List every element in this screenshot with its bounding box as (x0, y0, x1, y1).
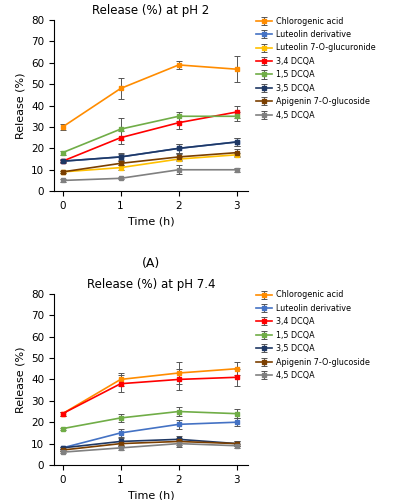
X-axis label: Time (h): Time (h) (128, 216, 174, 226)
Y-axis label: Release (%): Release (%) (15, 346, 25, 412)
X-axis label: Time (h): Time (h) (128, 490, 174, 500)
Title: Release (%) at pH 2: Release (%) at pH 2 (92, 4, 209, 18)
Title: Release (%) at pH 7.4: Release (%) at pH 7.4 (87, 278, 215, 291)
Y-axis label: Release (%): Release (%) (15, 72, 25, 139)
Legend: Chlorogenic acid, Luteolin derivative, Luteolin 7-O-glucuronide, 3,4 DCQA, 1,5 D: Chlorogenic acid, Luteolin derivative, L… (256, 16, 374, 120)
Legend: Chlorogenic acid, Luteolin derivative, 3,4 DCQA, 1,5 DCQA, 3,5 DCQA, Apigenin 7-: Chlorogenic acid, Luteolin derivative, 3… (256, 290, 368, 380)
Text: (A): (A) (142, 256, 160, 270)
